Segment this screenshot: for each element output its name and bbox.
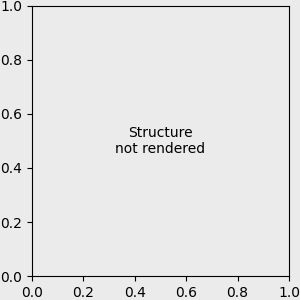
Text: Structure
not rendered: Structure not rendered [115, 126, 206, 156]
